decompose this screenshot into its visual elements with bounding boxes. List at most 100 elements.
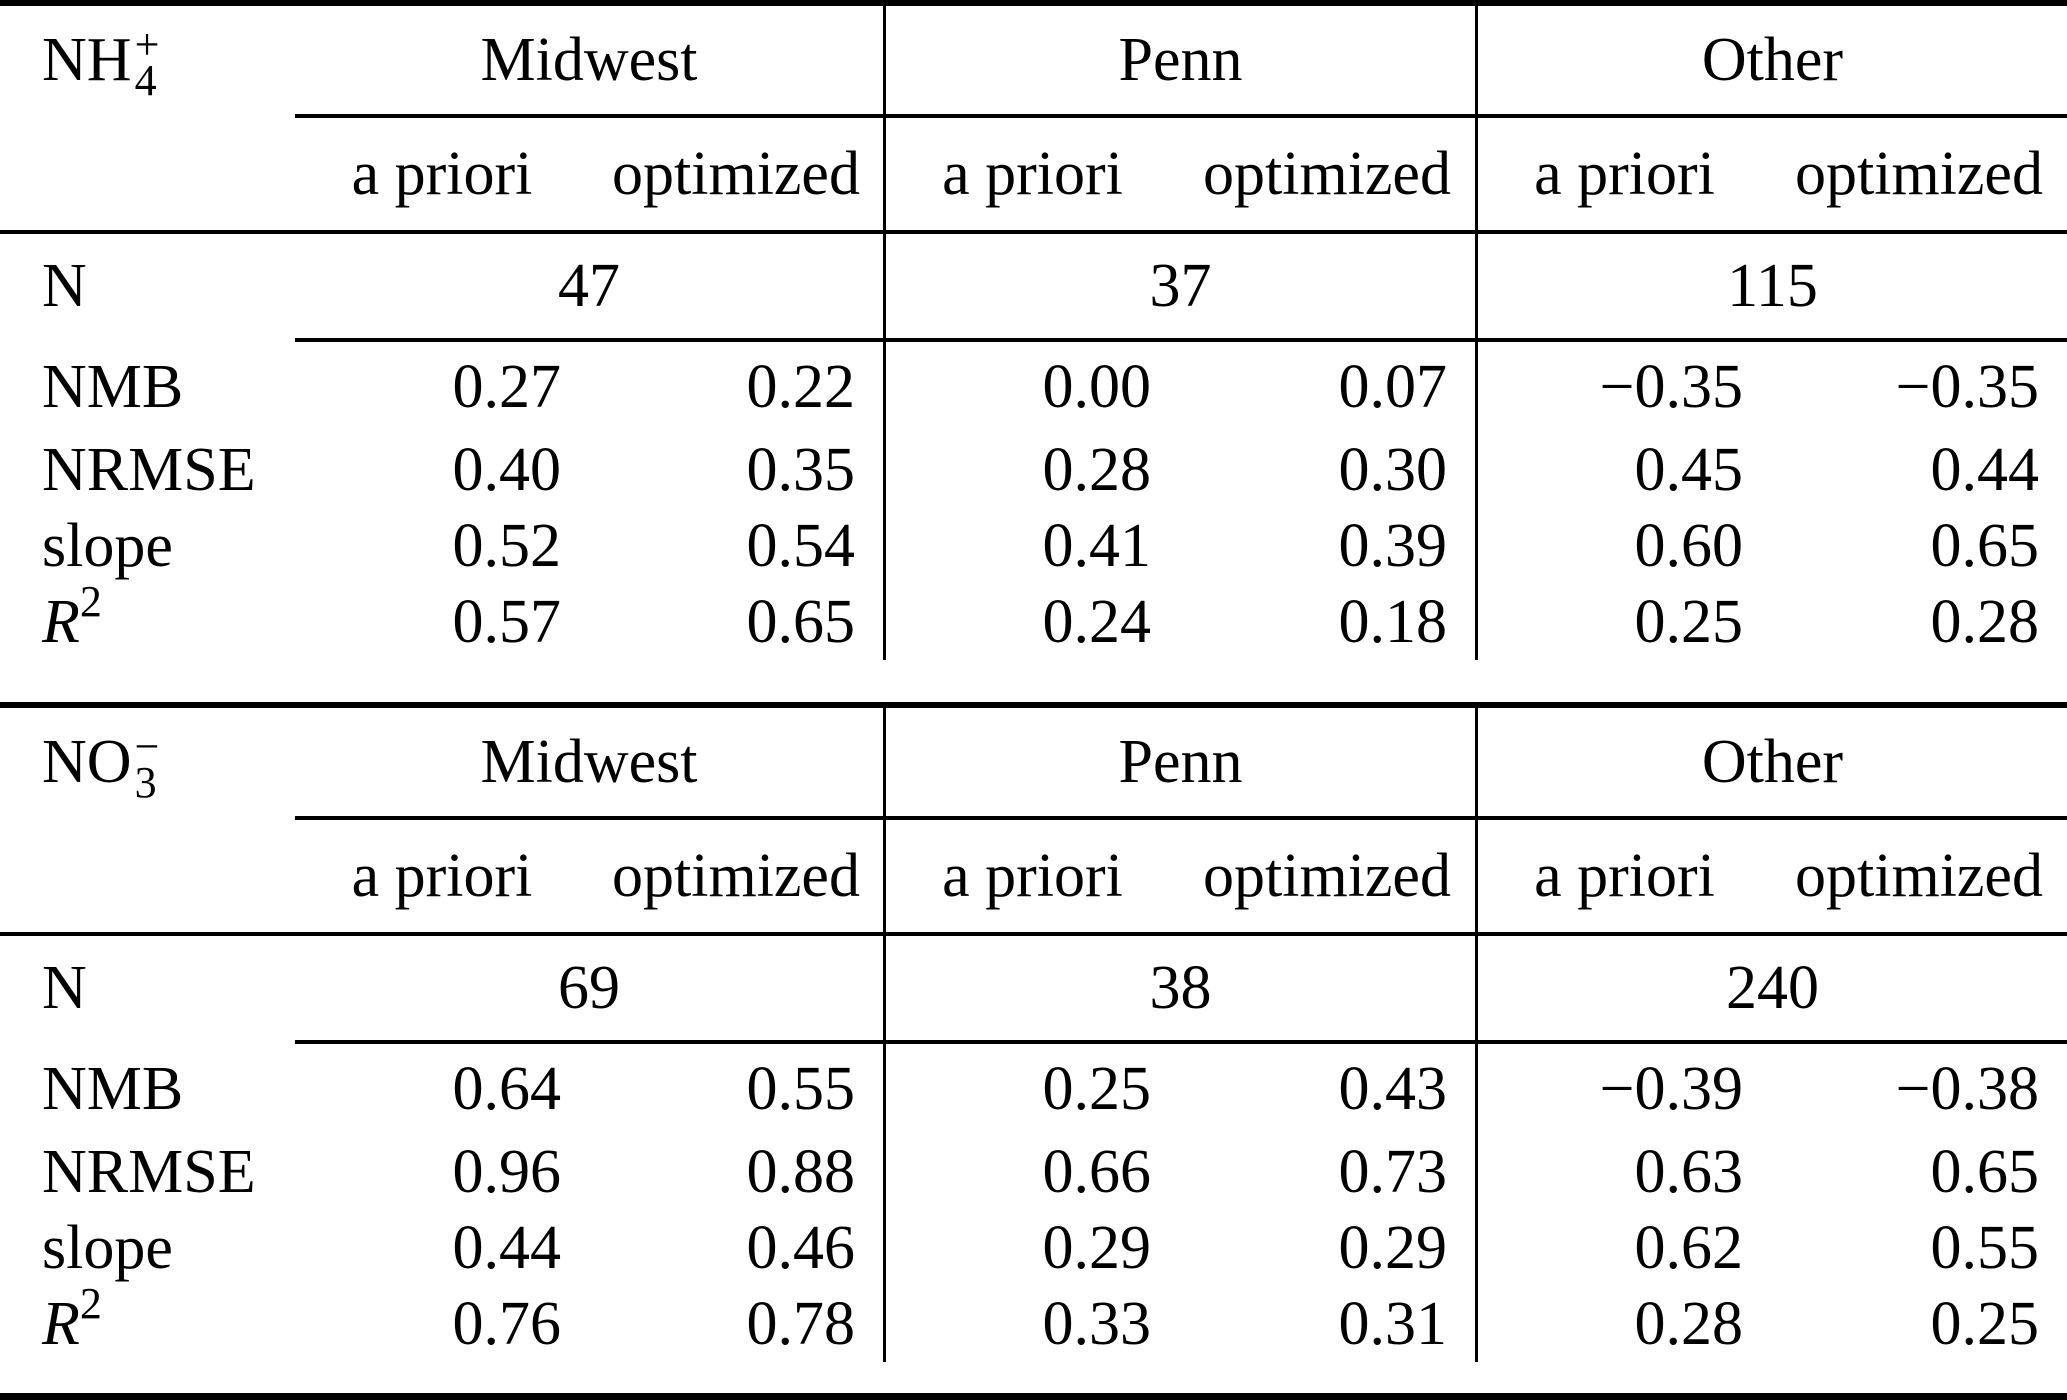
metric-value: 0.30 xyxy=(1338,435,1448,504)
n-value-penn: 38 xyxy=(883,936,1475,1040)
species-subscript: 4 xyxy=(134,56,157,105)
metric-value: 0.64 xyxy=(452,1054,562,1123)
subheader-optimized: optimized xyxy=(612,841,860,910)
metric-row-label: NRMSE xyxy=(42,1137,256,1206)
n-value-midwest: 47 xyxy=(558,251,620,320)
metric-value: 0.43 xyxy=(1338,1054,1448,1123)
subheader-optimized: optimized xyxy=(1795,139,2043,208)
metric-value: −0.35 xyxy=(1895,352,2039,421)
metric-value: 0.29 xyxy=(1338,1213,1448,1282)
subheader-a-priori: a priori xyxy=(351,841,533,910)
metric-row-slope: slope 0.44 0.46 0.29 0.29 0.62 0.55 xyxy=(0,1210,2067,1286)
n-row: N 47 37 115 xyxy=(0,234,2067,338)
section-spacer xyxy=(0,1362,2067,1393)
metric-value: 0.65 xyxy=(1930,511,2040,580)
metric-value: 0.33 xyxy=(883,1286,1179,1362)
n-value-other: 240 xyxy=(1475,936,2067,1040)
metric-value: 0.18 xyxy=(1338,587,1448,656)
metric-value: 0.60 xyxy=(1475,508,1771,584)
metric-value: 0.25 xyxy=(883,1044,1179,1134)
metric-value: 0.55 xyxy=(746,1054,856,1123)
species-label-no3: NO −3 xyxy=(0,708,295,816)
metric-value: 0.28 xyxy=(1930,587,2040,656)
species-base: NH xyxy=(42,25,132,94)
table-nh4-section: NH +4 Midwest Penn Other a priori optimiz… xyxy=(0,6,2067,660)
header-partial-rule xyxy=(295,114,2067,118)
n-partial-rule xyxy=(295,1040,2067,1044)
subheader-optimized: optimized xyxy=(612,139,860,208)
metric-value: 0.73 xyxy=(1338,1137,1448,1206)
metric-row-nrmse: NRMSE 0.96 0.88 0.66 0.73 0.63 0.65 xyxy=(0,1134,2067,1210)
metric-value: 0.24 xyxy=(883,584,1179,660)
metric-value: 0.63 xyxy=(1475,1134,1771,1210)
metric-value: 0.88 xyxy=(746,1137,856,1206)
metric-value: −0.35 xyxy=(1475,342,1771,432)
metric-value: 0.07 xyxy=(1338,352,1448,421)
metric-row-label: NRMSE xyxy=(42,435,256,504)
subheader-optimized: optimized xyxy=(1795,841,2043,910)
metric-value: 0.28 xyxy=(1475,1286,1771,1362)
metric-value: 0.44 xyxy=(452,1213,562,1282)
species-scripts: +4 xyxy=(134,19,160,105)
metric-value: 0.39 xyxy=(1338,511,1448,580)
metric-value: 0.00 xyxy=(883,342,1179,432)
n-value-midwest: 69 xyxy=(558,953,620,1022)
metric-value: 0.52 xyxy=(452,511,562,580)
table-no3-section: NO −3 Midwest Penn Other a priori optimiz… xyxy=(0,708,2067,1362)
metric-value: 0.31 xyxy=(1338,1289,1448,1358)
region-header-midwest: Midwest xyxy=(480,25,698,94)
n-row-label: N xyxy=(42,953,87,1022)
n-row-label: N xyxy=(42,251,87,320)
bottom-rule xyxy=(0,1393,2067,1400)
n-value-penn: 37 xyxy=(883,234,1475,338)
metric-value: −0.38 xyxy=(1895,1054,2039,1123)
metric-row-nmb: NMB 0.27 0.22 0.00 0.07 −0.35 −0.35 xyxy=(0,342,2067,432)
table-row: a priori optimized a priori optimized a … xyxy=(0,118,2067,230)
metric-value: 0.22 xyxy=(746,352,856,421)
table-row: a priori optimized a priori optimized a … xyxy=(0,820,2067,932)
metric-row-label: slope xyxy=(42,1213,173,1282)
species-superscript: − xyxy=(134,721,160,771)
metric-value: 0.57 xyxy=(452,587,562,656)
subheader-optimized: optimized xyxy=(1203,841,1451,910)
metric-value: 0.55 xyxy=(1930,1213,2040,1282)
r-symbol: R xyxy=(42,587,80,656)
metric-row-nrmse: NRMSE 0.40 0.35 0.28 0.30 0.45 0.44 xyxy=(0,432,2067,508)
species-subscript: 3 xyxy=(134,758,157,807)
metric-row-label: slope xyxy=(42,511,173,580)
metric-value: −0.39 xyxy=(1475,1044,1771,1134)
species-superscript: + xyxy=(134,19,160,69)
region-header-midwest: Midwest xyxy=(480,727,698,796)
section-spacer xyxy=(0,660,2067,702)
metric-value: 0.45 xyxy=(1475,432,1771,508)
subheader-optimized: optimized xyxy=(1203,139,1451,208)
subheader-a-priori: a priori xyxy=(351,139,533,208)
empty-cell xyxy=(0,820,295,932)
metric-value: 0.65 xyxy=(746,587,856,656)
empty-cell xyxy=(0,118,295,230)
top-rule xyxy=(0,0,2067,6)
metric-value: 0.27 xyxy=(452,352,562,421)
metric-row-nmb: NMB 0.64 0.55 0.25 0.43 −0.39 −0.38 xyxy=(0,1044,2067,1134)
metric-value: 0.25 xyxy=(1475,584,1771,660)
section-divider-rule xyxy=(0,702,2067,708)
metric-value: 0.46 xyxy=(746,1213,856,1282)
species-base: NO xyxy=(42,727,132,796)
full-rule xyxy=(0,932,2067,936)
metric-value: 0.65 xyxy=(1930,1137,2040,1206)
n-value-other: 115 xyxy=(1475,234,2067,338)
metric-value: 0.62 xyxy=(1475,1210,1771,1286)
metric-value: 0.28 xyxy=(883,432,1179,508)
n-row: N 69 38 240 xyxy=(0,936,2067,1040)
metric-value: 0.44 xyxy=(1930,435,2040,504)
table-row: NO −3 Midwest Penn Other xyxy=(0,708,2067,816)
subheader-a-priori: a priori xyxy=(883,820,1179,932)
metric-value: 0.78 xyxy=(746,1289,856,1358)
metric-value: 0.25 xyxy=(1930,1289,2040,1358)
species-label-nh4: NH +4 xyxy=(0,6,295,114)
